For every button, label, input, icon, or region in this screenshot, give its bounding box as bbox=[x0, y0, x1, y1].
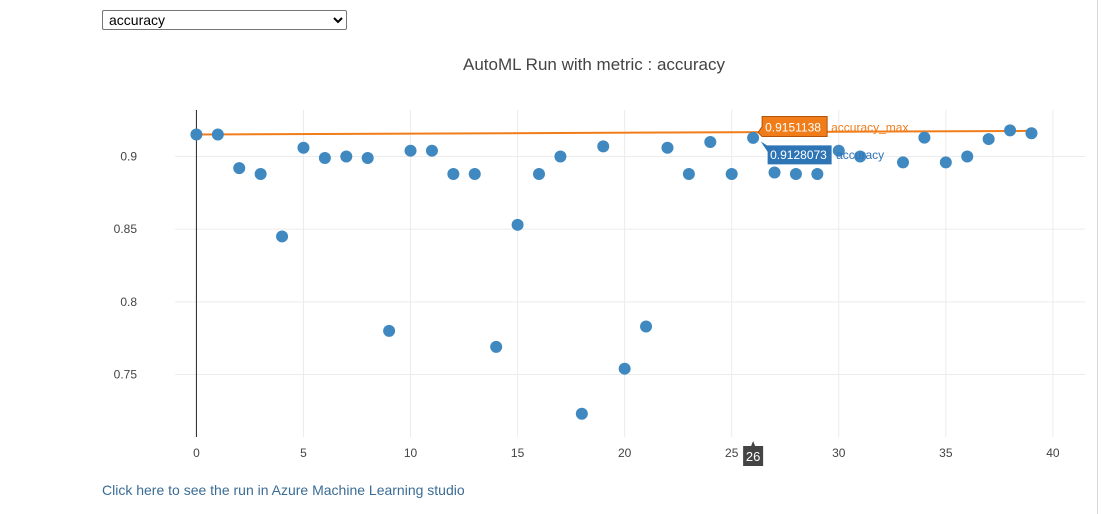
y-tick-label: 0.9 bbox=[120, 150, 137, 164]
accuracy-point[interactable] bbox=[276, 230, 289, 243]
x-tick-label: 15 bbox=[511, 446, 525, 460]
accuracy-point[interactable] bbox=[854, 150, 867, 163]
x-hover-label-box bbox=[743, 441, 764, 466]
grid-lines bbox=[175, 110, 1085, 437]
x-tick-label: 5 bbox=[300, 446, 307, 460]
accuracy-point[interactable] bbox=[832, 144, 845, 157]
accuracy-point[interactable] bbox=[982, 133, 995, 146]
metric-select[interactable]: accuracy bbox=[102, 10, 347, 30]
accuracy-point[interactable] bbox=[425, 144, 438, 157]
accuracy-max-line bbox=[196, 129, 1032, 136]
accuracy-point[interactable] bbox=[490, 340, 503, 353]
accuracy-max-tooltip-name: accuracy_max bbox=[831, 121, 908, 135]
accuracy-point[interactable] bbox=[533, 167, 545, 180]
accuracy-point[interactable] bbox=[254, 167, 267, 180]
x-tick-label: 20 bbox=[618, 446, 632, 460]
accuracy-point[interactable] bbox=[554, 150, 567, 163]
accuracy-tooltip-value: 0.9128073 bbox=[770, 148, 827, 162]
accuracy-point[interactable] bbox=[661, 141, 674, 154]
x-hover-label: 26 bbox=[746, 449, 760, 464]
x-tick-label: 10 bbox=[404, 446, 418, 460]
accuracy-point[interactable] bbox=[789, 167, 802, 180]
accuracy-point[interactable] bbox=[618, 362, 631, 375]
y-tick-label: 0.85 bbox=[114, 222, 138, 236]
y-tick-label: 0.75 bbox=[114, 368, 138, 382]
accuracy-point[interactable] bbox=[1004, 124, 1017, 137]
accuracy-point[interactable] bbox=[318, 151, 331, 164]
accuracy-point[interactable] bbox=[897, 156, 909, 169]
accuracy-point[interactable] bbox=[383, 324, 396, 337]
accuracy-point[interactable] bbox=[404, 144, 417, 157]
accuracy-point[interactable] bbox=[918, 131, 931, 144]
accuracy-point[interactable] bbox=[640, 320, 653, 333]
accuracy-point[interactable] bbox=[340, 150, 353, 163]
accuracy-point[interactable] bbox=[190, 128, 203, 141]
azure-ml-studio-link[interactable]: Click here to see the run in Azure Machi… bbox=[102, 482, 465, 498]
x-tick-label: 25 bbox=[725, 446, 739, 460]
accuracy-max-series bbox=[196, 129, 1032, 136]
accuracy-point[interactable] bbox=[447, 167, 460, 180]
accuracy-point[interactable] bbox=[768, 166, 781, 179]
accuracy-point[interactable] bbox=[747, 131, 760, 144]
accuracy-tooltip-box bbox=[758, 139, 833, 166]
accuracy-point[interactable] bbox=[297, 141, 310, 154]
accuracy-point[interactable] bbox=[575, 407, 588, 420]
page-right-border bbox=[1097, 0, 1098, 514]
accuracy-point[interactable] bbox=[211, 128, 224, 141]
x-tick-label: 30 bbox=[832, 446, 846, 460]
x-tick-label: 0 bbox=[193, 446, 200, 460]
accuracy-point[interactable] bbox=[233, 162, 246, 175]
accuracy-point[interactable] bbox=[704, 135, 717, 148]
axis-ticks: 0.75 0.8 0.85 0.9 0 5 10 15 20 25 30 35 40 bbox=[114, 150, 1060, 460]
accuracy-max-tooltip-value: 0.9151138 bbox=[765, 121, 821, 135]
accuracy-tooltip-name: accuracy bbox=[836, 148, 884, 162]
accuracy-point[interactable] bbox=[811, 167, 824, 180]
y-tick-label: 0.8 bbox=[120, 295, 137, 309]
accuracy-point[interactable] bbox=[597, 140, 610, 153]
x-tick-label: 40 bbox=[1046, 446, 1060, 460]
accuracy-point[interactable] bbox=[961, 150, 974, 163]
accuracy-point[interactable] bbox=[939, 156, 952, 169]
hover-tooltip: 0.9151138 accuracy_max 0.9128073 accurac… bbox=[743, 116, 908, 466]
accuracy-max-tooltip-box bbox=[757, 116, 828, 138]
accuracy-point[interactable] bbox=[361, 151, 374, 164]
accuracy-point[interactable] bbox=[511, 218, 524, 231]
accuracy-series[interactable] bbox=[190, 124, 1038, 420]
accuracy-point[interactable] bbox=[468, 167, 481, 180]
x-tick-label: 35 bbox=[939, 446, 953, 460]
accuracy-point[interactable] bbox=[725, 167, 738, 180]
chart-title: AutoML Run with metric : accuracy bbox=[463, 55, 726, 74]
accuracy-point[interactable] bbox=[682, 167, 695, 180]
accuracy-point[interactable] bbox=[1025, 127, 1038, 140]
